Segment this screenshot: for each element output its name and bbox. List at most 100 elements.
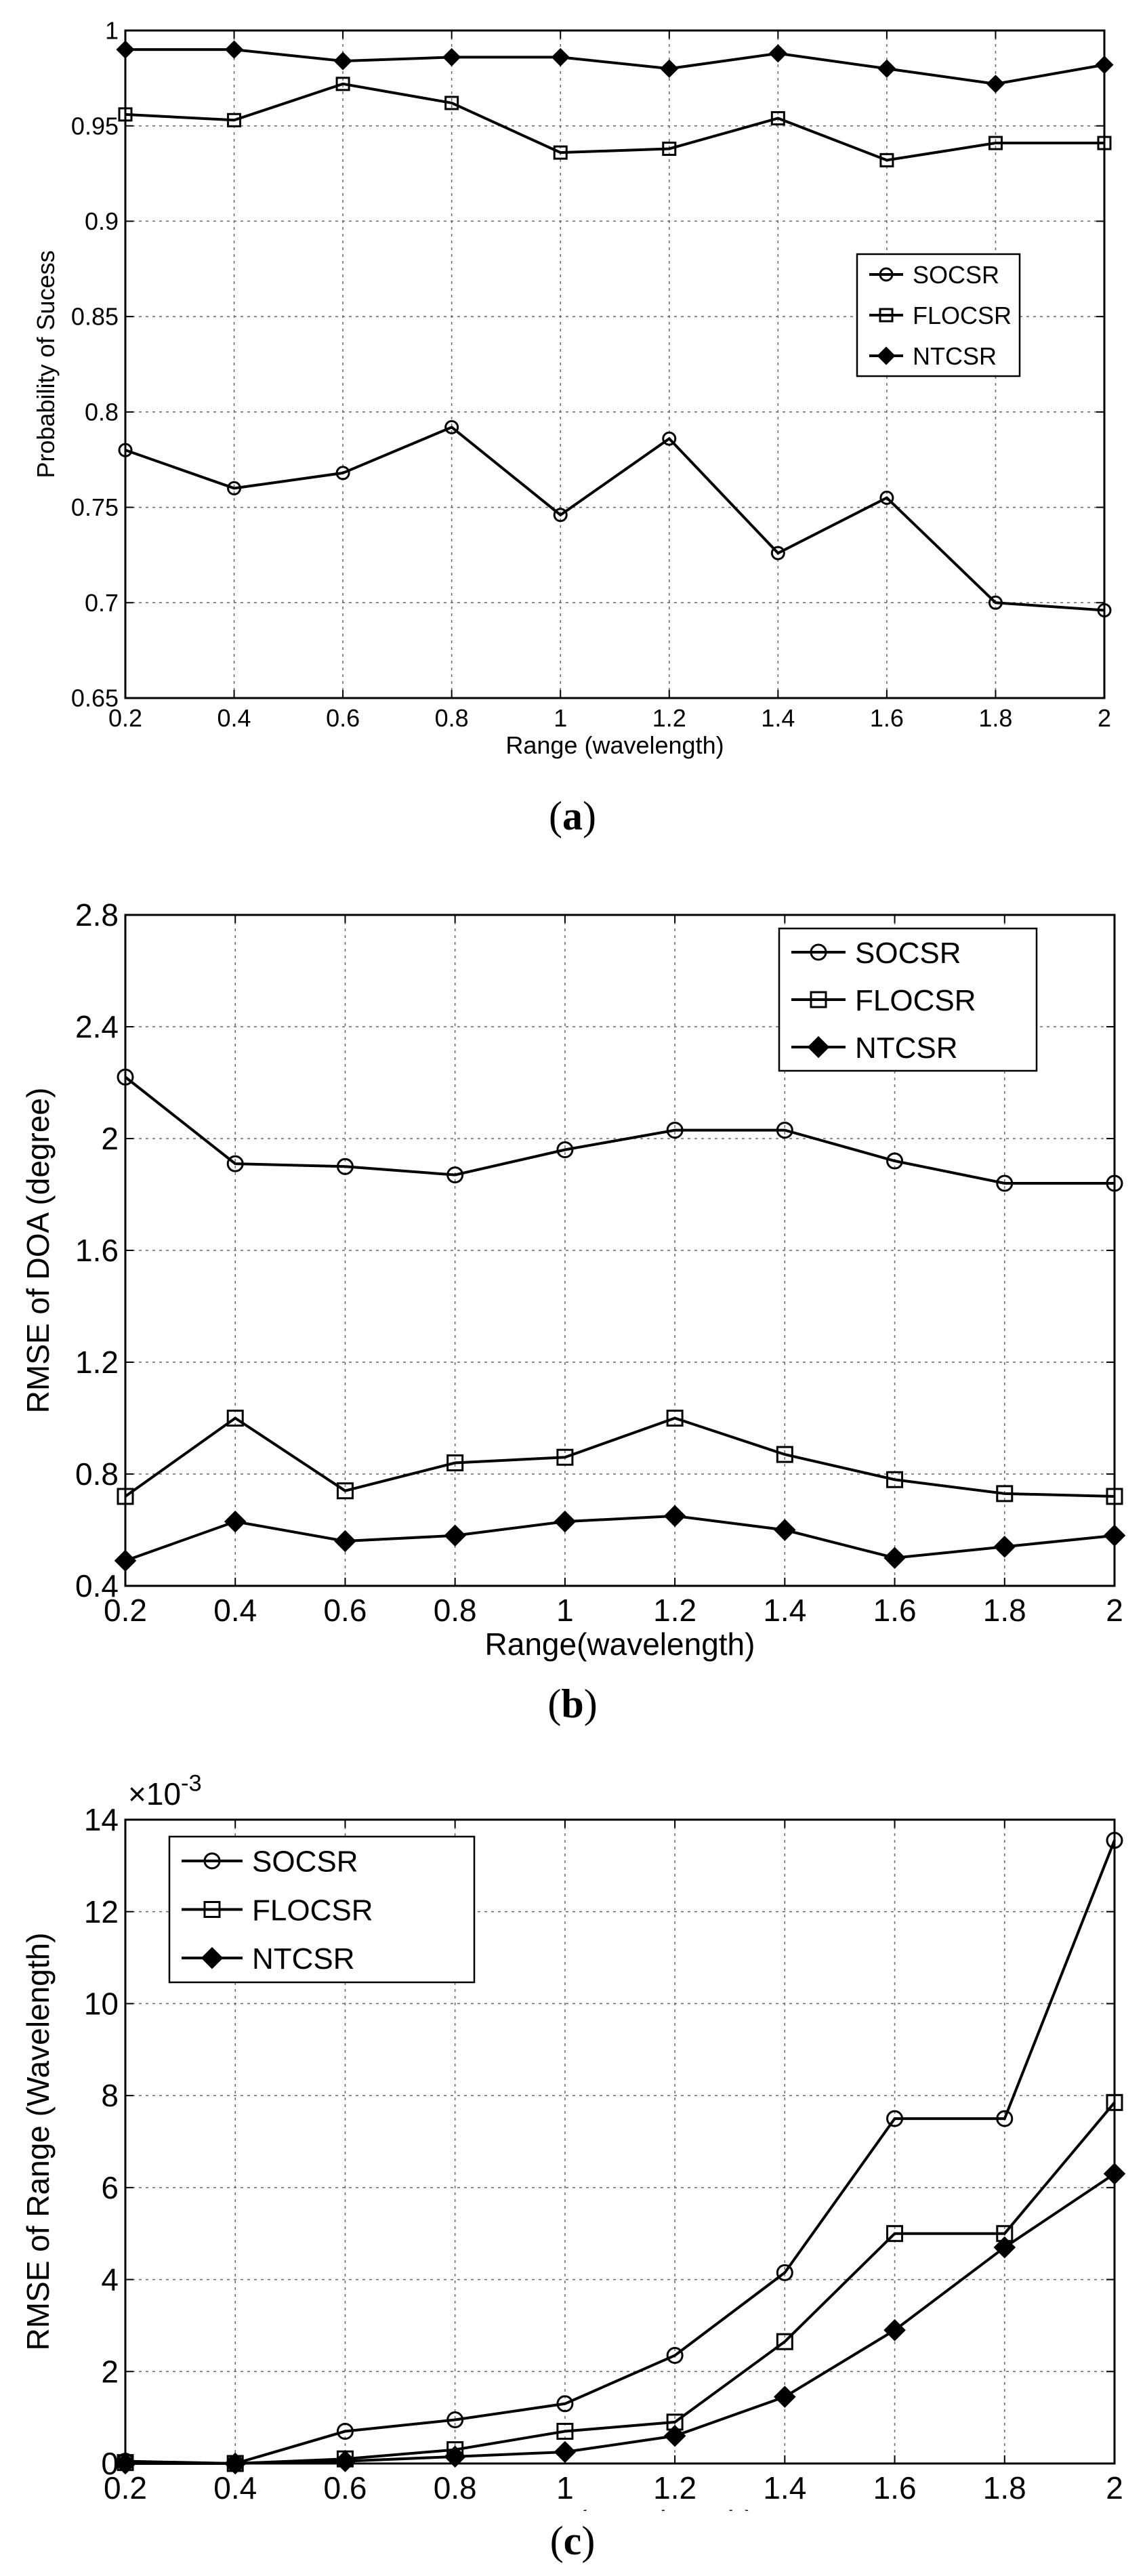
legend-label-ntcsr: NTCSR — [855, 1031, 958, 1065]
y-tick-label: 6 — [101, 2170, 119, 2205]
x-axis-label: Range (wavelength) — [505, 731, 724, 759]
y-tick-label: 8 — [101, 2078, 119, 2113]
data-point-flocsr — [662, 141, 677, 156]
chart-c-rmse-range: 0.20.40.60.811.21.41.61.8202468101214Ran… — [20, 1770, 1126, 2511]
data-point-flocsr — [879, 152, 894, 167]
data-point-flocsr — [988, 136, 1003, 150]
x-tick-label: 0.2 — [108, 704, 142, 732]
data-point-socsr — [666, 1122, 684, 1139]
exponent-power: -3 — [181, 1770, 202, 1796]
x-tick-label: 1.4 — [763, 2470, 806, 2506]
data-point-socsr — [666, 2347, 684, 2365]
x-tick-label: 1.8 — [983, 1593, 1026, 1628]
data-point-ntcsr — [774, 2386, 796, 2408]
y-tick-label: 0.95 — [71, 112, 119, 140]
y-axis-label: RMSE of Range (Wavelength) — [20, 1932, 56, 2350]
x-tick-label: 0.6 — [323, 2470, 367, 2506]
x-tick-label: 1.8 — [978, 704, 1012, 732]
x-tick-label: 1.6 — [873, 2470, 917, 2506]
data-point-ntcsr — [883, 2318, 906, 2342]
chart-a-success-probability: 0.2 0.4 0.6 0.8 1 1.2 1.4 1.6 1.8 2 0.65 0.7 0.75 0.8… — [32, 17, 1114, 759]
x-tick-label: 2 — [1098, 704, 1111, 732]
data-point-ntcsr — [333, 52, 352, 70]
data-point-flocsr — [556, 1448, 574, 1466]
data-point-socsr — [556, 1141, 574, 1158]
caption-a-letter: a — [562, 794, 583, 838]
series-line-ntcsr — [125, 2172, 1116, 2465]
y-tick-label: 2.8 — [75, 897, 119, 933]
data-point-flocsr — [226, 1410, 244, 1427]
legend-label-ntcsr: NTCSR — [913, 342, 997, 370]
data-point-socsr — [553, 508, 568, 523]
legend-marker-socsr — [879, 267, 894, 282]
x-tick-label: 0.6 — [323, 1593, 367, 1628]
data-point-ntcsr — [774, 1519, 796, 1541]
data-point-flocsr — [556, 2423, 574, 2440]
data-point-ntcsr — [883, 1547, 906, 1570]
x-tick-label: 2 — [1106, 2470, 1123, 2506]
x-tick-label: 1 — [554, 704, 567, 732]
legend-marker-ntcsr — [877, 346, 896, 365]
y-tick-label: 2 — [101, 1121, 119, 1156]
x-tick-label: 0.2 — [104, 2470, 147, 2506]
x-tick-label: 1.4 — [763, 1593, 806, 1628]
legend-marker-socsr — [810, 943, 827, 961]
y-tick-label: 0.8 — [85, 398, 119, 426]
x-tick-label: 1.6 — [873, 1593, 917, 1628]
axes-frame — [124, 29, 1106, 699]
axes-frame — [124, 1818, 1116, 2465]
caption-a: (a) — [549, 794, 596, 838]
legend-marker-flocsr — [203, 1901, 221, 1918]
caption-c: (c) — [549, 2518, 596, 2563]
series-ntcsr — [114, 1505, 1126, 1572]
data-point-flocsr — [446, 1454, 464, 1471]
data-point-socsr — [886, 1152, 904, 1170]
data-point-ntcsr — [660, 59, 679, 78]
data-point-socsr — [776, 1122, 793, 1139]
legend-label-socsr: SOCSR — [913, 261, 999, 289]
series-line-flocsr — [124, 1416, 1115, 1498]
y-axis-label: Probability of Sucess — [32, 250, 60, 478]
x-tick-label: 0.4 — [213, 2470, 257, 2506]
y-tick-label: 0.75 — [71, 493, 119, 521]
legend-label-flocsr: FLOCSR — [252, 1894, 373, 1927]
data-point-flocsr — [770, 110, 785, 125]
legend: SOCSR FLOCSR NTCSR — [856, 253, 1021, 377]
chart-b-rmse-doa: 0.2 0.4 0.6 0.8 1 1.2 1.4 1.6 1.8 20.40.81.21.622… — [20, 897, 1126, 1662]
y-tick-label: 0.7 — [85, 589, 119, 617]
data-point-socsr — [886, 2110, 904, 2127]
data-point-socsr — [879, 491, 894, 505]
data-point-flocsr — [336, 1482, 354, 1500]
data-point-ntcsr — [334, 1530, 356, 1553]
data-point-ntcsr — [986, 75, 1005, 94]
y-tick-label: 4 — [101, 2262, 119, 2297]
data-point-flocsr — [776, 1446, 793, 1463]
data-point-flocsr — [886, 1471, 904, 1488]
y-tick-label: 1.2 — [75, 1345, 119, 1380]
x-tick-label: 0.2 — [104, 1593, 147, 1628]
series-flocsr — [118, 77, 1112, 167]
legend-marker-ntcsr — [807, 1036, 830, 1059]
legend: SOCSR FLOCSR NTCSR — [778, 927, 1038, 1072]
legend-marker-ntcsr — [201, 1946, 224, 1969]
data-point-socsr — [446, 2411, 464, 2429]
data-point-socsr — [988, 595, 1003, 610]
y-tick-label: 10 — [84, 1986, 119, 2022]
y-tick-label: 12 — [84, 1894, 119, 1929]
y-tick-label: 1.6 — [75, 1233, 119, 1268]
series-line-ntcsr — [125, 48, 1105, 85]
legend-marker-socsr — [203, 1852, 221, 1870]
legend: SOCSR FLOCSR NTCSR — [168, 1835, 476, 1984]
x-tick-label: 1 — [556, 1593, 574, 1628]
data-point-ntcsr — [334, 2450, 356, 2472]
axes-frame — [124, 914, 1116, 1587]
grid-lines — [125, 30, 1104, 698]
data-point-flocsr — [553, 145, 568, 160]
legend-label-socsr: SOCSR — [855, 937, 961, 970]
legend-label-ntcsr: NTCSR — [252, 1942, 355, 1976]
data-point-flocsr — [886, 2225, 904, 2243]
y-tick-label: 0.4 — [75, 1568, 119, 1603]
data-point-flocsr — [227, 113, 242, 127]
data-point-ntcsr — [877, 59, 896, 78]
